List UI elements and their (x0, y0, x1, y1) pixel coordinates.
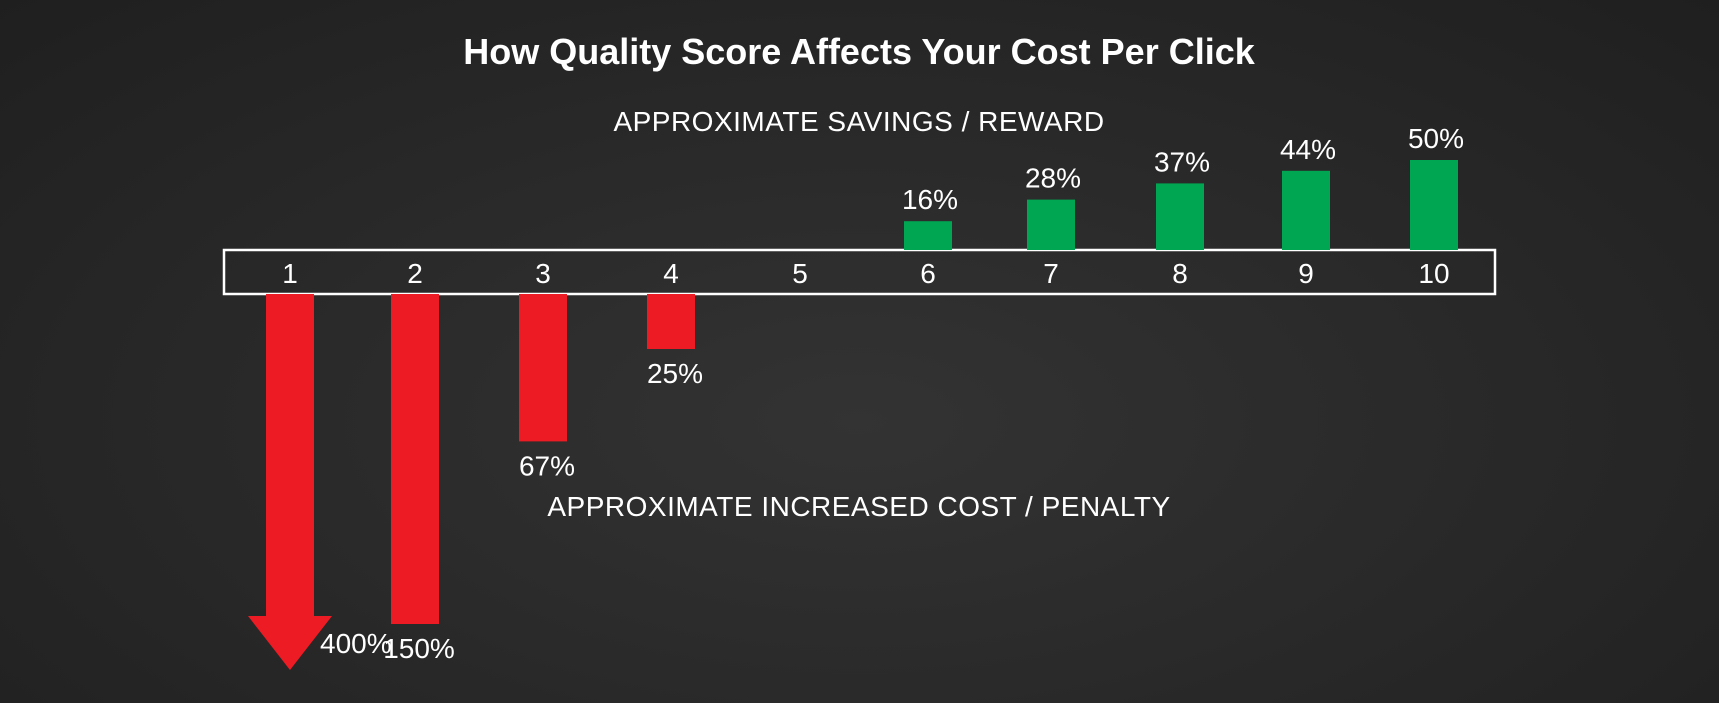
bottom-caption: APPROXIMATE INCREASED COST / PENALTY (547, 491, 1170, 522)
reward-value-label-10: 50% (1408, 123, 1464, 154)
category-label-5: 5 (792, 258, 808, 289)
reward-value-label-6: 16% (902, 184, 958, 215)
reward-bar-6 (904, 221, 952, 250)
penalty-value-label-3: 67% (519, 450, 575, 481)
reward-value-label-7: 28% (1025, 163, 1081, 194)
category-label-8: 8 (1172, 258, 1188, 289)
chart-title: How Quality Score Affects Your Cost Per … (463, 31, 1256, 72)
penalty-bar-2 (391, 294, 439, 624)
penalty-bar-3 (519, 294, 567, 442)
reward-bar-7 (1027, 199, 1075, 250)
category-label-1: 1 (282, 258, 298, 289)
chart-marks: 1 2 3 4 5 6 7 8 9 10 16% 28% 37% 44% 50% 400%150% 67% 25% (248, 123, 1464, 670)
top-caption: APPROXIMATE SAVINGS / REWARD (613, 106, 1104, 137)
category-label-9: 9 (1298, 258, 1314, 289)
category-label-3: 3 (535, 258, 551, 289)
penalty-value-label-4: 25% (647, 358, 703, 389)
penalty-value-label-1: 400% (320, 628, 392, 659)
reward-bar-8 (1156, 183, 1204, 250)
category-label-6: 6 (920, 258, 936, 289)
category-label-2: 2 (407, 258, 423, 289)
penalty-bar-4 (647, 294, 695, 349)
category-axis-box (222, 248, 1497, 296)
reward-value-label-9: 44% (1280, 134, 1336, 165)
reward-bar-10 (1410, 160, 1458, 250)
category-label-7: 7 (1043, 258, 1059, 289)
category-label-4: 4 (663, 258, 679, 289)
reward-value-label-8: 37% (1154, 146, 1210, 177)
reward-bar-9 (1282, 170, 1330, 250)
penalty-arrow-1 (248, 294, 332, 670)
category-label-10: 10 (1418, 258, 1449, 289)
penalty-value-label-2: 150% (383, 633, 455, 664)
